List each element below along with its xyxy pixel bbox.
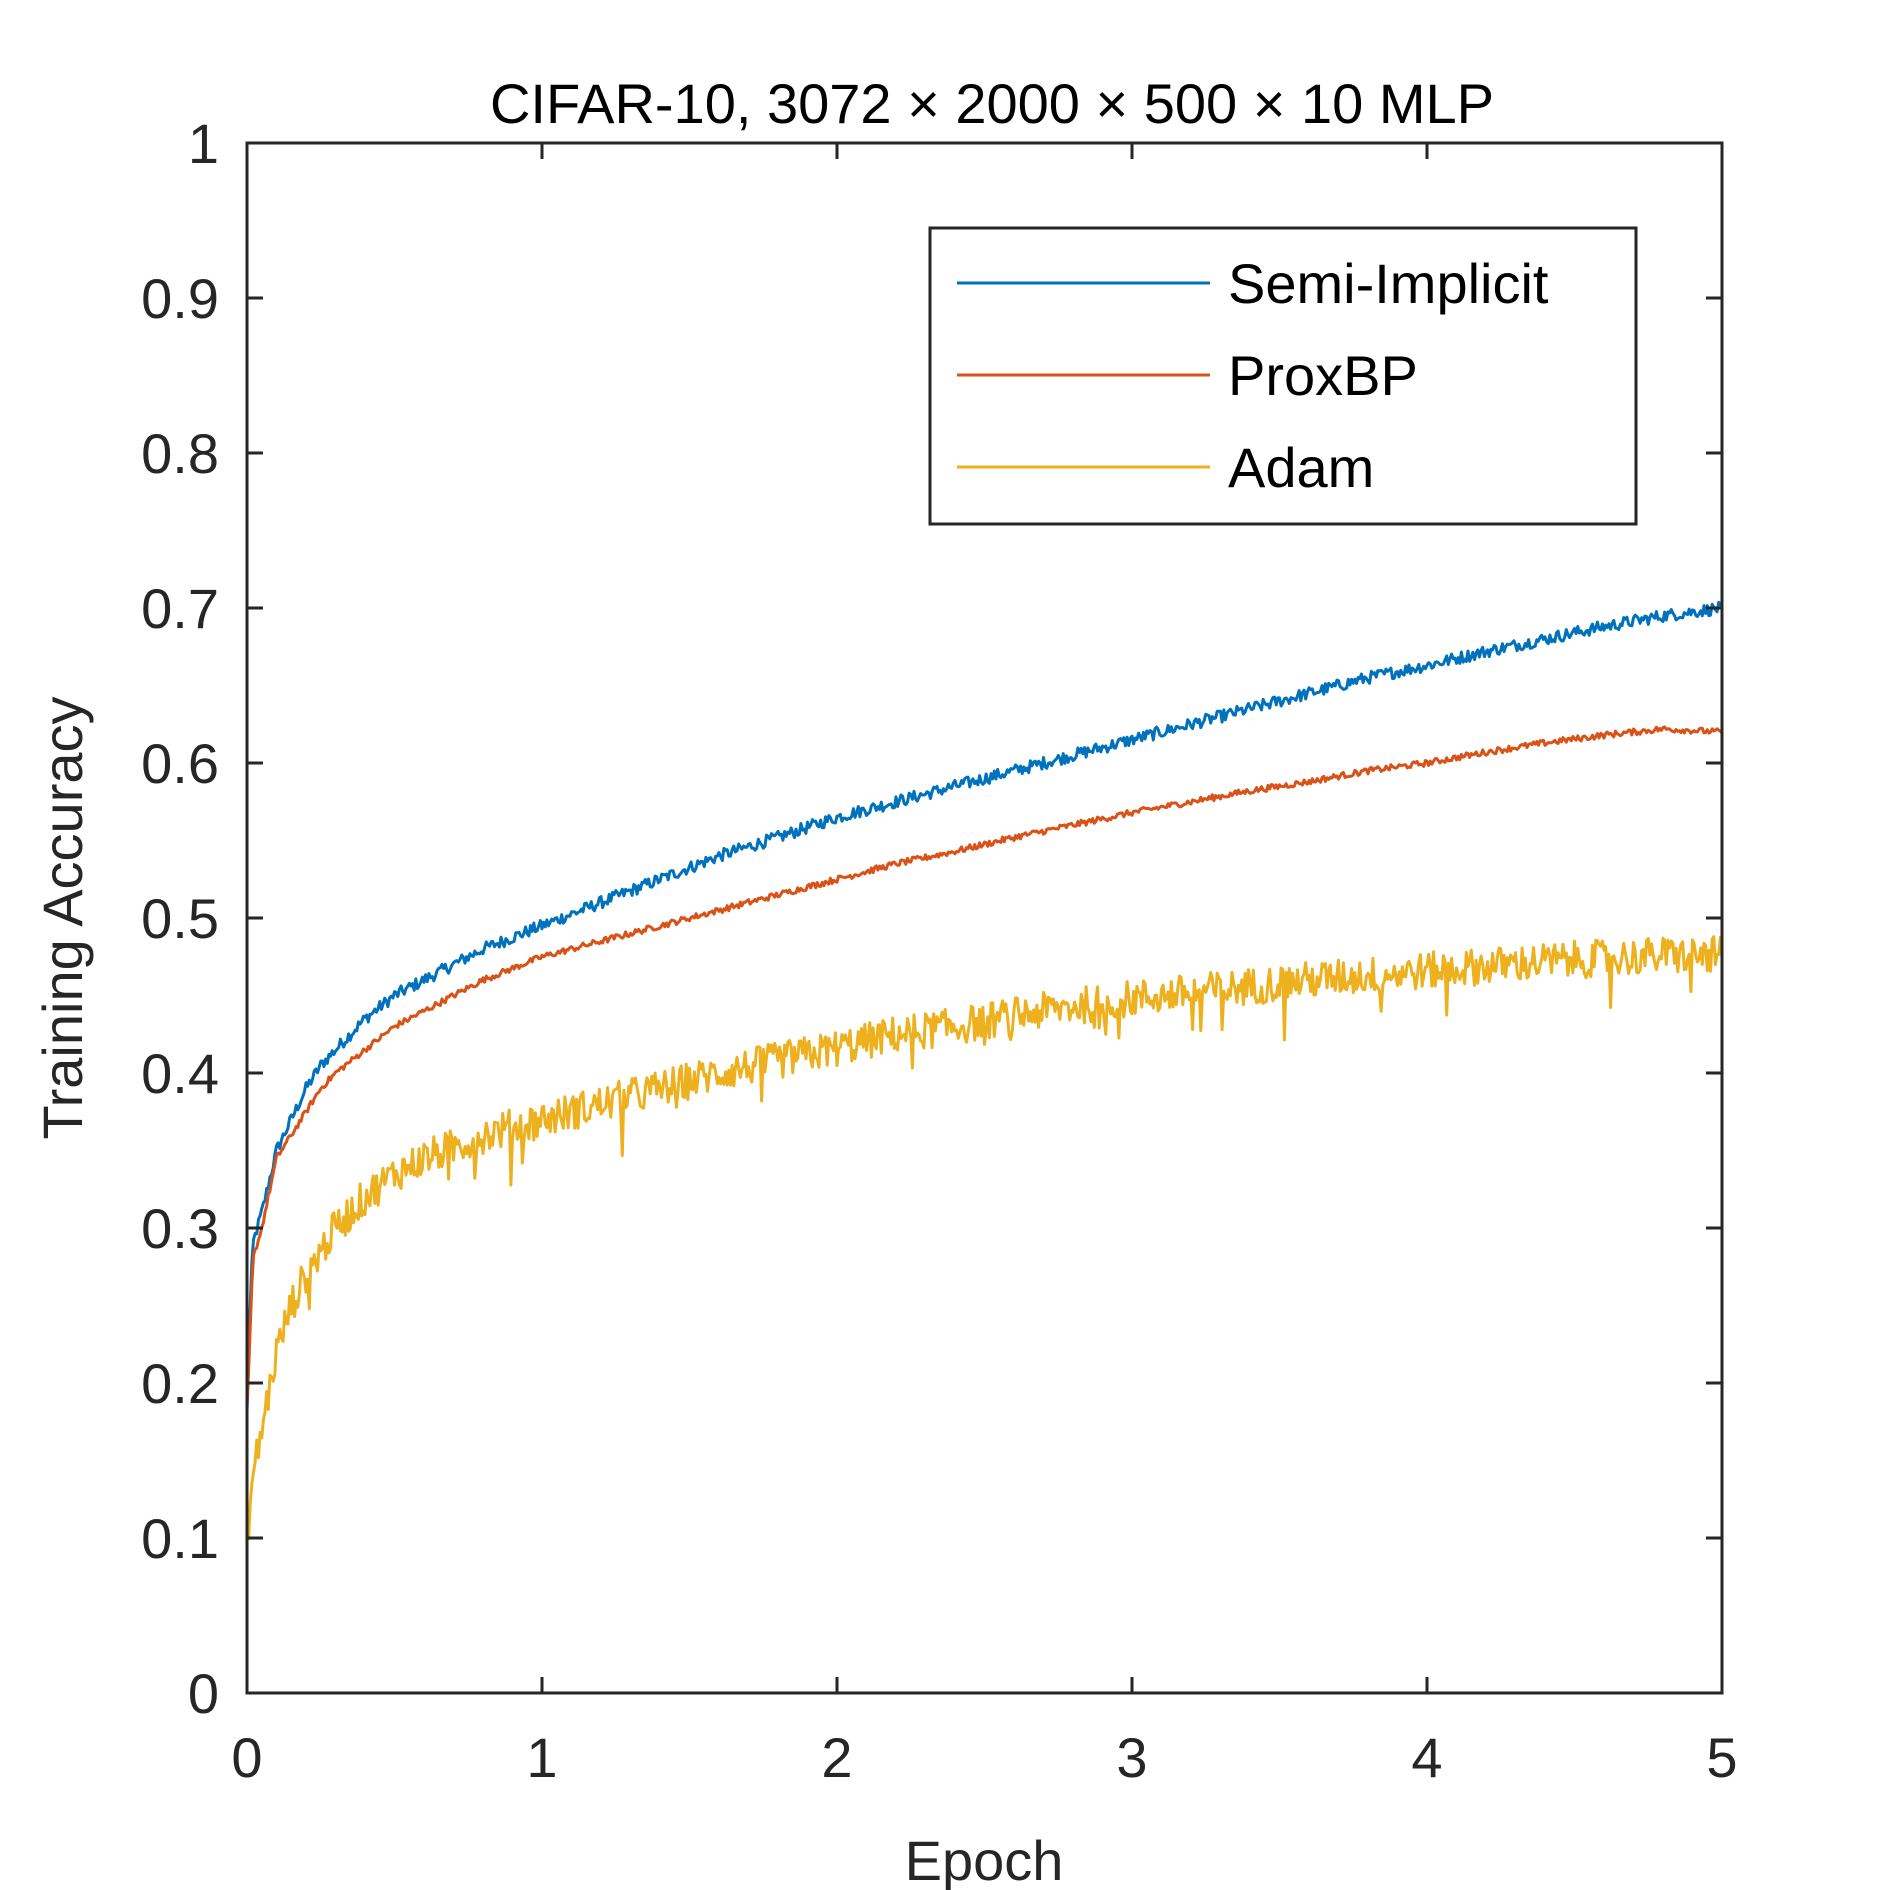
x-tick-label: 2: [821, 1726, 852, 1789]
y-tick-label: 0.5: [141, 887, 219, 950]
y-tick-labels: 0 0.1 0.2 0.3 0.4 0.5 0.6 0.7 0.8 0.9 1: [141, 112, 219, 1725]
x-tick-label: 1: [526, 1726, 557, 1789]
y-tick-label: 0.9: [141, 267, 219, 330]
y-tick-label: 0.2: [141, 1352, 219, 1415]
x-tick-labels: 0 1 2 3 4 5: [231, 1726, 1737, 1789]
x-tick-label: 3: [1116, 1726, 1147, 1789]
y-tick-label: 1: [188, 112, 219, 175]
legend-label: Semi-Implicit: [1228, 252, 1549, 315]
series-line-semi-implicit: [245, 600, 1724, 1382]
legend-label: Adam: [1228, 436, 1374, 499]
ticks-layer: [245, 141, 1724, 1695]
y-tick-label: 0.8: [141, 422, 219, 485]
legend: Semi-Implicit ProxBP Adam: [928, 226, 1638, 526]
y-tick-label: 0: [188, 1662, 219, 1725]
x-tick-label: 0: [231, 1726, 262, 1789]
y-tick-label: 0.4: [141, 1042, 219, 1105]
legend-label: ProxBP: [1228, 344, 1418, 407]
y-tick-label: 0.1: [141, 1507, 219, 1570]
x-tick-label: 4: [1411, 1726, 1442, 1789]
y-axis-label: Training Accuracy: [31, 697, 94, 1140]
x-tick-label: 5: [1706, 1726, 1737, 1789]
x-axis-label: Epoch: [905, 1829, 1064, 1890]
series-line-adam: [245, 935, 1724, 1541]
series-layer: [245, 600, 1724, 1541]
y-tick-label: 0.7: [141, 577, 219, 640]
y-tick-label: 0.6: [141, 732, 219, 795]
chart-title: CIFAR-10, 3072 × 2000 × 500 × 10 MLP: [490, 72, 1494, 135]
series-line-proxbp: [245, 725, 1724, 1412]
y-tick-label: 0.3: [141, 1197, 219, 1260]
